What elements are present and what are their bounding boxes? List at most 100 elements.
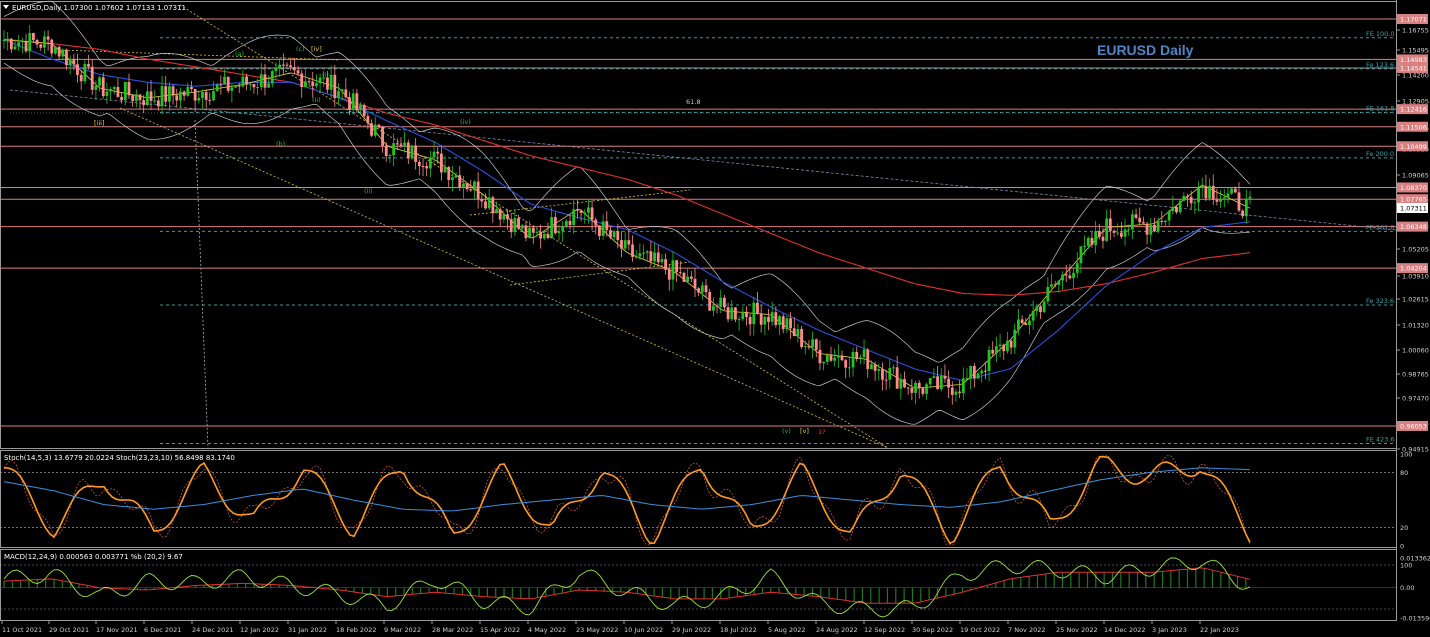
candle-body bbox=[326, 77, 329, 90]
candle-body bbox=[179, 91, 182, 101]
moving-averages bbox=[3, 39, 1251, 389]
candle-body bbox=[969, 365, 973, 379]
candle-body bbox=[836, 355, 840, 358]
candle-body bbox=[17, 42, 21, 47]
candle-body bbox=[458, 175, 462, 188]
candle-body bbox=[807, 346, 811, 348]
candle-body bbox=[406, 142, 410, 159]
candle-body bbox=[1024, 323, 1028, 326]
candle-body bbox=[671, 260, 675, 280]
price-tick-label: 1.09065 bbox=[1402, 172, 1429, 180]
wave-label-v: (v) bbox=[782, 427, 791, 435]
candle-body bbox=[120, 96, 124, 101]
candle-body bbox=[634, 256, 638, 258]
date-tick-label: 17 Nov 2021 bbox=[96, 626, 138, 634]
candle-body bbox=[190, 86, 193, 89]
candle-body bbox=[428, 157, 432, 169]
candle-body bbox=[1175, 206, 1178, 213]
candle-body bbox=[1086, 238, 1090, 247]
candle-body bbox=[39, 44, 43, 48]
fib-label: Fe 123.6 bbox=[1366, 61, 1394, 69]
candle-body bbox=[936, 376, 939, 390]
candle-body bbox=[983, 370, 987, 372]
date-tick-label: 28 Mar 2022 bbox=[432, 626, 473, 634]
candle-body bbox=[844, 360, 848, 368]
candle-body bbox=[980, 370, 984, 374]
bollinger-lower bbox=[3, 62, 1251, 425]
candle-body bbox=[1186, 195, 1189, 197]
candle-body bbox=[502, 214, 506, 220]
candle-body bbox=[1057, 280, 1061, 285]
date-tick-label: 6 Dec 2021 bbox=[144, 626, 181, 634]
candle-body bbox=[994, 346, 998, 354]
candle-body bbox=[1171, 206, 1175, 212]
price-badge-label: 1.17071 bbox=[1400, 16, 1427, 24]
candle-body bbox=[439, 153, 443, 173]
candle-body bbox=[281, 64, 285, 66]
ma-fast-line bbox=[3, 39, 1251, 389]
candle-body bbox=[601, 221, 605, 236]
candle-body bbox=[241, 76, 245, 87]
date-tick-label: 25 Nov 2022 bbox=[1056, 626, 1098, 634]
fib-label: FE 161.8 bbox=[1366, 104, 1395, 112]
date-tick-label: 12 Sep 2022 bbox=[864, 626, 905, 634]
candle-body bbox=[116, 87, 120, 97]
price-badge bbox=[1397, 14, 1428, 24]
candle-body bbox=[520, 225, 524, 229]
candle-body bbox=[1075, 263, 1079, 273]
candles bbox=[2, 25, 1252, 405]
candle-body bbox=[723, 297, 726, 308]
candle-body bbox=[35, 40, 39, 45]
candle-body bbox=[480, 199, 484, 202]
candle-body bbox=[517, 218, 520, 229]
price-badge-label: 1.14541 bbox=[1400, 64, 1427, 72]
date-tick-label: 29 Jun 2022 bbox=[672, 626, 711, 634]
price-tick-label: 1.05205 bbox=[1402, 246, 1429, 254]
candle-body bbox=[223, 76, 226, 85]
vertical-guide bbox=[194, 119, 209, 449]
candle-body bbox=[322, 77, 326, 79]
candle-body bbox=[1200, 185, 1204, 189]
symbol-menu-icon[interactable] bbox=[3, 5, 9, 9]
candle-body bbox=[366, 116, 370, 124]
date-tick-label: 24 Dec 2021 bbox=[192, 626, 234, 634]
candle-body bbox=[1156, 220, 1160, 232]
candle-body bbox=[682, 272, 686, 282]
candle-body bbox=[623, 240, 627, 249]
candle-body bbox=[895, 367, 899, 389]
candle-body bbox=[83, 64, 87, 82]
candle-body bbox=[278, 64, 282, 69]
price-tick-label: 1.03910 bbox=[1402, 273, 1429, 281]
candle-body bbox=[208, 99, 212, 101]
candle-body bbox=[943, 375, 947, 379]
stoch-axis-label: 80 bbox=[1400, 469, 1408, 477]
candle-body bbox=[256, 86, 260, 88]
candle-body bbox=[359, 105, 362, 111]
candle-body bbox=[300, 73, 304, 88]
date-tick-label: 19 Oct 2022 bbox=[960, 626, 1000, 634]
pane-frames bbox=[0, 0, 1397, 621]
candle-body bbox=[800, 328, 803, 348]
macd-main-line bbox=[3, 557, 1251, 618]
candle-body bbox=[417, 161, 421, 167]
candle-body bbox=[818, 349, 822, 364]
macd-axis-label: 100 bbox=[1400, 562, 1412, 570]
candle-body bbox=[675, 260, 679, 273]
candle-body bbox=[689, 276, 693, 279]
candle-body bbox=[24, 41, 28, 52]
candle-body bbox=[87, 64, 90, 67]
candle-body bbox=[1116, 232, 1120, 234]
candle-body bbox=[642, 252, 645, 254]
candle-body bbox=[947, 378, 951, 388]
candle-body bbox=[899, 379, 903, 389]
candle-body bbox=[1167, 211, 1171, 221]
candle-body bbox=[697, 288, 701, 293]
candle-body bbox=[858, 357, 862, 360]
candle-body bbox=[296, 70, 300, 74]
candle-body bbox=[583, 212, 587, 214]
candle-body bbox=[112, 87, 116, 90]
candle-body bbox=[1153, 224, 1156, 232]
candle-body bbox=[355, 93, 359, 111]
candle-body bbox=[1160, 220, 1164, 222]
